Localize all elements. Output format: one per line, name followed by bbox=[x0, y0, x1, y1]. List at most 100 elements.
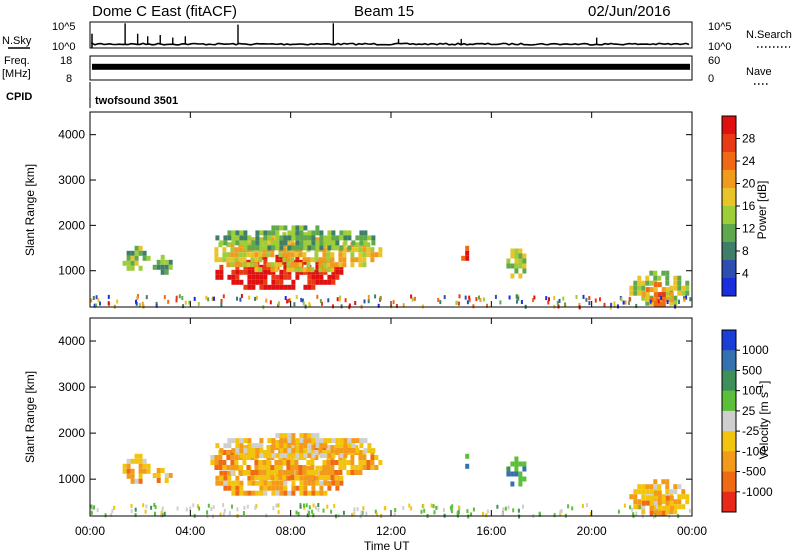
power-colorbar-swatch-3 bbox=[722, 170, 736, 189]
velocity-colorbar: 1000 500 100 25 -25 -100 -500 -1000 bbox=[721, 329, 773, 513]
velocity-colorbar-tick-label-2: 100 bbox=[742, 384, 762, 398]
power-echo-region-6 bbox=[506, 248, 527, 279]
power-colorbar-tick-label-1: 8 bbox=[742, 244, 749, 258]
power-colorbar-swatch-0 bbox=[722, 116, 736, 135]
velocity-colorbar-tick-label-7: -1000 bbox=[742, 485, 773, 499]
noise-right-tick-top: 10^5 bbox=[708, 21, 732, 33]
frequency-left-unit: [MHz] bbox=[2, 68, 31, 80]
noise-left-tick-top: 10^5 bbox=[52, 21, 76, 33]
power-colorbar-tick-label-2: 12 bbox=[742, 222, 756, 236]
velocity-colorbar-tick-label-4: -25 bbox=[742, 424, 760, 438]
power-y-tick-label-0: 1000 bbox=[58, 264, 85, 278]
date-title: 02/Jun/2016 bbox=[588, 3, 671, 20]
time-axis-ticks: 00:00 04:00 08:00 12:00 16:00 20:00 00:00 bbox=[75, 112, 707, 538]
noise-sky-line bbox=[91, 42, 690, 46]
power-colorbar-swatch-7 bbox=[722, 242, 736, 261]
power-y-axis-label: Slant Range [km] bbox=[23, 164, 37, 256]
velocity-y-tick-label-2: 3000 bbox=[58, 380, 85, 394]
power-colorbar-swatch-9 bbox=[722, 278, 736, 297]
velocity-echo-region-6 bbox=[506, 456, 527, 487]
power-y-ticks: 1000 2000 3000 4000 bbox=[58, 128, 692, 278]
frequency-band bbox=[92, 63, 690, 70]
power-colorbar-swatch-4 bbox=[722, 188, 736, 207]
velocity-echo-region-4 bbox=[152, 468, 173, 483]
power-colorbar-tick-label-5: 24 bbox=[742, 154, 756, 168]
frequency-panel-frame bbox=[89, 55, 693, 81]
noise-left-label: N.Sky bbox=[2, 35, 32, 47]
velocity-colorbar-swatch-7 bbox=[722, 471, 736, 493]
velocity-colorbar-swatch-6 bbox=[722, 451, 736, 473]
time-tick-label-0: 00:00 bbox=[75, 524, 105, 538]
time-tick-label-5: 20:00 bbox=[577, 524, 607, 538]
velocity-colorbar-swatch-2 bbox=[722, 370, 736, 392]
velocity-y-tick-label-3: 4000 bbox=[58, 334, 85, 348]
velocity-colorbar-tick-label-1: 500 bbox=[742, 363, 762, 377]
velocity-colorbar-swatch-3 bbox=[722, 390, 736, 412]
velocity-colorbar-swatch-5 bbox=[722, 431, 736, 452]
frequency-left-label: Freq. bbox=[4, 55, 30, 67]
velocity-heatmap bbox=[90, 433, 691, 519]
velocity-y-tick-label-1: 2000 bbox=[58, 426, 85, 440]
velocity-echo-region-8 bbox=[641, 490, 674, 516]
power-near-range-scatter bbox=[90, 294, 692, 310]
velocity-y-ticks: 1000 2000 3000 4000 bbox=[58, 334, 692, 486]
power-echo-region-2 bbox=[215, 225, 376, 251]
station-title: Dome C East (fitACF) bbox=[92, 3, 237, 20]
time-tick-label-4: 16:00 bbox=[476, 524, 506, 538]
power-colorbar-tick-label-6: 28 bbox=[742, 132, 756, 146]
cpid-label: CPID bbox=[6, 91, 32, 103]
time-axis-label: Time UT bbox=[364, 539, 410, 553]
time-tick-label-1: 04:00 bbox=[175, 524, 205, 538]
frequency-right-tick-top: 60 bbox=[708, 55, 720, 67]
power-echo-region-4 bbox=[152, 254, 173, 275]
frequency-right-label: Nave bbox=[746, 66, 772, 78]
power-colorbar: 4 8 12 16 20 24 28 bbox=[721, 115, 756, 297]
velocity-y-axis-label: Slant Range [km] bbox=[23, 371, 37, 463]
velocity-colorbar-label: Velocity [m s-1] bbox=[755, 381, 771, 460]
frequency-left-tick-top: 18 bbox=[60, 55, 72, 67]
velocity-colorbar-tick-label-0: 1000 bbox=[742, 343, 769, 357]
time-tick-label-6: 00:00 bbox=[677, 524, 707, 538]
power-colorbar-swatch-2 bbox=[722, 152, 736, 171]
power-echo-region-3 bbox=[122, 245, 151, 271]
velocity-colorbar-swatch-8 bbox=[722, 491, 736, 513]
time-tick-label-3: 12:00 bbox=[376, 524, 406, 538]
cpid-segment-text: twofsound 3501 bbox=[95, 95, 178, 107]
velocity-echo-region-5 bbox=[465, 453, 470, 469]
frequency-left-tick-bottom: 8 bbox=[66, 73, 72, 85]
velocity-colorbar-tick-label-5: -100 bbox=[742, 444, 766, 458]
power-colorbar-tick-label-4: 20 bbox=[742, 177, 756, 191]
velocity-colorbar-swatch-4 bbox=[722, 410, 736, 432]
noise-spikes bbox=[91, 23, 598, 48]
velocity-colorbar-swatch-1 bbox=[722, 350, 736, 371]
beam-title: Beam 15 bbox=[354, 3, 414, 20]
noise-right-label: N.Search bbox=[746, 29, 792, 41]
power-colorbar-swatch-8 bbox=[722, 260, 736, 279]
velocity-colorbar-frame bbox=[721, 329, 737, 513]
power-y-tick-label-3: 4000 bbox=[58, 128, 85, 142]
velocity-echo-region-3 bbox=[122, 453, 151, 484]
noise-right-tick-bottom: 10^0 bbox=[708, 41, 732, 53]
velocity-colorbar-tick-label-3: 25 bbox=[742, 404, 756, 418]
power-colorbar-tick-label-0: 4 bbox=[742, 267, 749, 281]
power-colorbar-swatch-6 bbox=[722, 224, 736, 243]
frequency-right-tick-bottom: 0 bbox=[708, 73, 714, 85]
noise-panel-frame bbox=[89, 21, 693, 49]
power-y-tick-label-1: 2000 bbox=[58, 218, 85, 232]
velocity-y-tick-label-0: 1000 bbox=[58, 472, 85, 486]
velocity-panel-frame bbox=[89, 317, 693, 517]
power-y-tick-label-2: 3000 bbox=[58, 173, 85, 187]
power-colorbar-tick-label-3: 16 bbox=[742, 199, 756, 213]
noise-left-tick-bottom: 10^0 bbox=[52, 41, 76, 53]
power-panel-frame bbox=[89, 111, 693, 308]
power-echo-region-5 bbox=[461, 245, 470, 261]
velocity-colorbar-swatch-0 bbox=[722, 330, 736, 351]
power-echo-region-8 bbox=[641, 282, 674, 308]
power-colorbar-swatch-1 bbox=[722, 134, 736, 153]
time-tick-label-2: 08:00 bbox=[276, 524, 306, 538]
power-colorbar-swatch-5 bbox=[722, 206, 736, 225]
power-colorbar-label: Power [dB] bbox=[755, 181, 769, 240]
velocity-echo-region-2 bbox=[215, 433, 376, 459]
velocity-colorbar-tick-label-6: -500 bbox=[742, 465, 766, 479]
